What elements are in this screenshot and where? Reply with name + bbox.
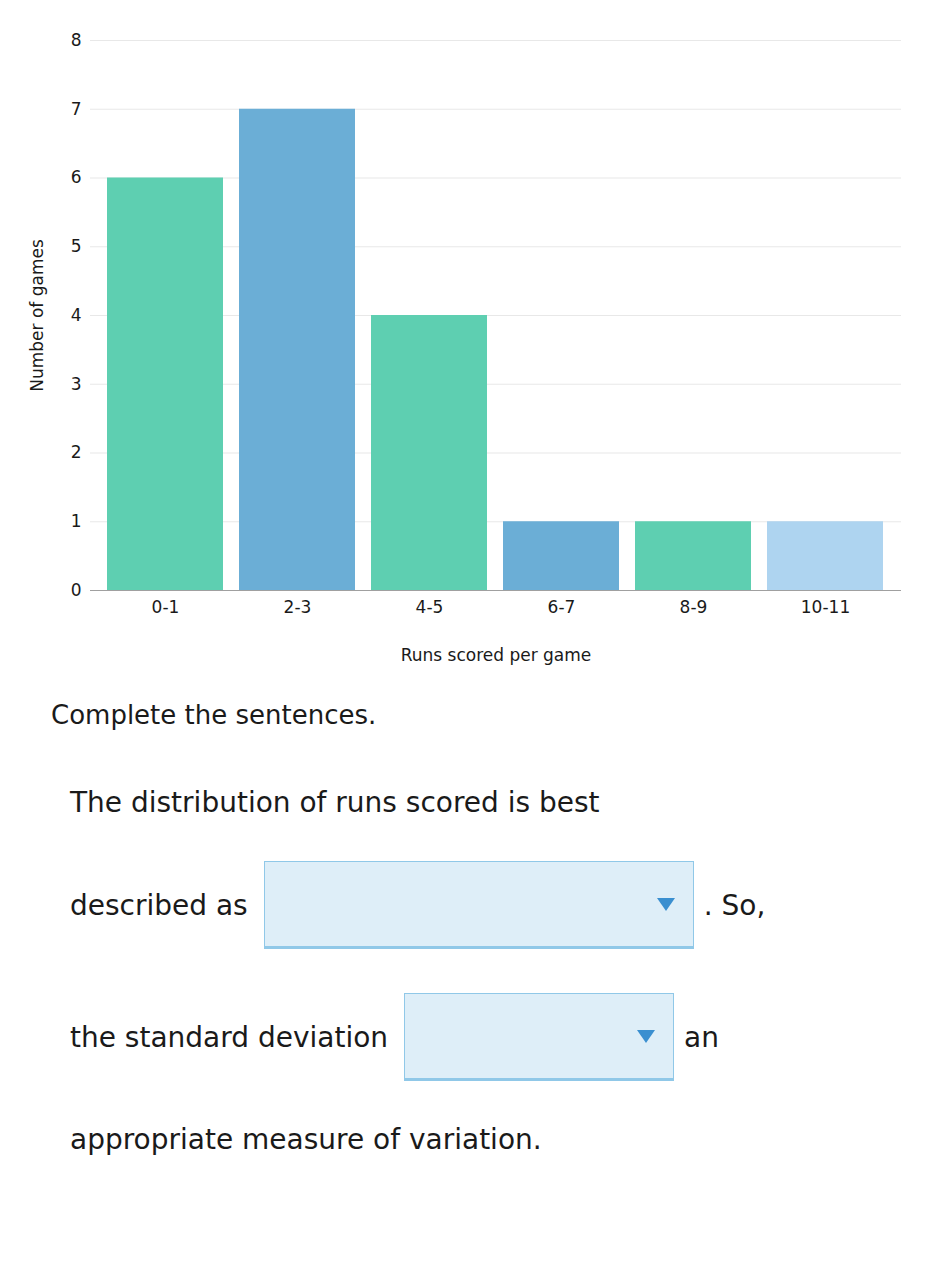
- svg-text:Number of games: Number of games: [27, 239, 47, 392]
- svg-text:Runs scored per game: Runs scored per game: [401, 645, 592, 665]
- svg-text:7: 7: [71, 99, 82, 119]
- html-text:. So,: . So,: [703, 888, 766, 922]
- html-text:Complete the sentences.: Complete the sentences.: [51, 700, 377, 730]
- svg-text:2: 2: [71, 442, 82, 462]
- svg-text:4: 4: [71, 305, 82, 325]
- svg-text:5: 5: [71, 236, 82, 256]
- svg-text:6-7: 6-7: [548, 597, 576, 617]
- svg-text:8: 8: [71, 30, 82, 50]
- svg-text:0-1: 0-1: [152, 597, 180, 617]
- html-text:described as: described as: [70, 888, 248, 922]
- svg-text:6: 6: [71, 167, 82, 187]
- svg-text:3: 3: [71, 374, 82, 394]
- html-text:appropriate measure of variati: appropriate measure of variation.: [70, 1123, 542, 1156]
- svg-text:4-5: 4-5: [416, 597, 444, 617]
- svg-text:10-11: 10-11: [801, 597, 850, 617]
- svg-text:0: 0: [71, 580, 82, 600]
- html-text:The distribution of runs score: The distribution of runs scored is best: [70, 786, 600, 819]
- svg-text:2-3: 2-3: [284, 597, 312, 617]
- svg-text:1: 1: [71, 511, 82, 531]
- svg-text:8-9: 8-9: [680, 597, 708, 617]
- html-text:the standard deviation: the standard deviation: [70, 1020, 389, 1054]
- html-text:an: an: [684, 1020, 719, 1054]
